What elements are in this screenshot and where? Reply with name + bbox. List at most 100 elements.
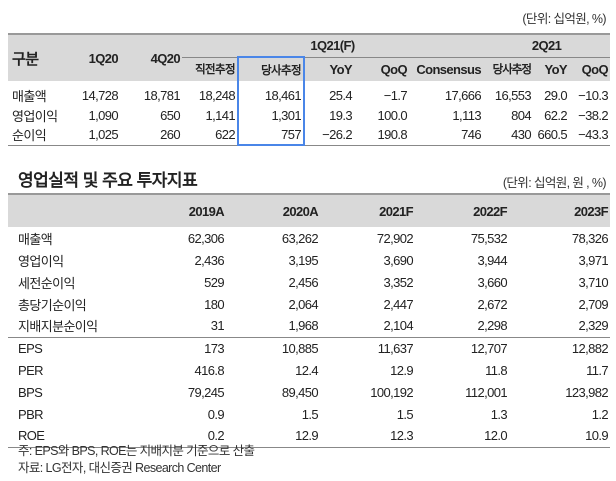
cell: 16,553 xyxy=(494,87,532,103)
row-label: 지배지분순이익 xyxy=(18,319,98,335)
header-year: 2020A xyxy=(226,193,320,227)
cell: −26.2 xyxy=(322,127,353,143)
row-label: BPS xyxy=(18,384,43,400)
table-row: 매출액 14,728 18,781 18,248 18,461 25.4 −1.7 17,66… xyxy=(8,81,610,105)
cell: 78,326 xyxy=(571,230,609,246)
cell: 17,666 xyxy=(444,87,482,103)
cell: 18,781 xyxy=(143,87,181,103)
cell: 2,298 xyxy=(477,318,507,334)
cell: 804 xyxy=(511,107,531,123)
table-row: 세전순이익 529 2,456 3,352 3,660 3,710 xyxy=(8,271,610,293)
cell: 0.9 xyxy=(207,406,225,422)
cell: −1.7 xyxy=(383,87,408,103)
cell: 2,709 xyxy=(578,296,608,312)
table-row: ROE 0.2 12.9 12.3 12.0 10.9 xyxy=(8,425,610,447)
cell: −43.3 xyxy=(578,127,609,143)
cell: 416.8 xyxy=(194,362,224,378)
cell: 1,025 xyxy=(88,127,118,143)
row-label: PBR xyxy=(18,406,44,422)
cell: 650 xyxy=(160,107,180,123)
cell: 72,902 xyxy=(376,230,414,246)
cell: 173 xyxy=(130,336,226,359)
cell: 62,306 xyxy=(187,230,225,246)
cell: 2,329 xyxy=(578,318,608,334)
cell: 12,707 xyxy=(415,336,509,359)
subheader: 직전추정 xyxy=(195,64,236,77)
cell: 19.3 xyxy=(329,107,353,123)
header-1q21f: 1Q21(F) xyxy=(182,34,483,58)
header-year: 2021F xyxy=(320,193,415,227)
cell: 12.0 xyxy=(484,428,508,444)
cell: 1.2 xyxy=(591,406,609,422)
subheader-highlighted: 당사추정 xyxy=(237,56,305,81)
cell: 10.9 xyxy=(585,428,609,444)
unit-label-2: (단위: 십억원, 원 , %) xyxy=(502,176,607,190)
cell: 622 xyxy=(215,127,235,143)
row-label: 세전순이익 xyxy=(18,275,75,291)
cell: 430 xyxy=(511,127,531,143)
cell: 11.7 xyxy=(586,362,609,378)
cell: 18,461 xyxy=(237,81,305,105)
annual-indicators-table: 2019A 2020A 2021F 2022F 2023F 매출액 62,306 6… xyxy=(8,193,610,448)
cell: 2,064 xyxy=(288,296,318,312)
cell: 12.3 xyxy=(390,428,414,444)
table-row: 순이익 1,025 260 622 757 −26.2 190.8 746 430 660.5 −4… xyxy=(8,125,610,146)
quarterly-estimate-table: 구분 1Q20 4Q20 1Q21(F) 2Q21 직전추정 당사추정 YoY … xyxy=(8,33,611,146)
cell: 63,262 xyxy=(281,230,319,246)
table-row: BPS 79,245 89,450 100,192 112,001 123,982 xyxy=(8,381,610,403)
table-row: 매출액 62,306 63,262 72,902 75,532 78,326 xyxy=(8,227,610,249)
cell: 3,690 xyxy=(383,252,413,268)
table-row: EPS 173 10,885 11,637 12,707 12,882 xyxy=(8,336,610,359)
row-label: ROE xyxy=(18,428,45,444)
table-row: PBR 0.9 1.5 1.5 1.3 1.2 xyxy=(8,403,610,425)
cell: 2,436 xyxy=(194,252,224,268)
cell: 757 xyxy=(237,125,305,146)
cell: 1.3 xyxy=(490,406,508,422)
cell: 3,944 xyxy=(477,252,507,268)
table-row: 지배지분순이익 31 1,968 2,104 2,298 2,329 xyxy=(8,315,610,337)
cell: 25.4 xyxy=(329,87,353,103)
cell: 75,532 xyxy=(470,230,508,246)
cell: 3,352 xyxy=(383,274,413,290)
cell: 11,637 xyxy=(320,336,415,359)
cell: 2,672 xyxy=(477,296,507,312)
cell: 2,104 xyxy=(383,318,413,334)
cell: 1,968 xyxy=(288,318,318,334)
subheader: YoY xyxy=(544,61,567,77)
cell: 529 xyxy=(204,274,224,290)
section-title: 영업실적 및 주요 투자지표 xyxy=(18,171,198,190)
cell: −38.2 xyxy=(578,107,609,123)
table-row: PER 416.8 12.4 12.9 11.8 11.7 xyxy=(8,359,610,381)
cell: 79,245 xyxy=(187,384,225,400)
cell: 746 xyxy=(461,127,481,143)
cell: 2,456 xyxy=(288,274,318,290)
cell: 1,113 xyxy=(452,107,481,123)
subheader: QoQ xyxy=(380,61,408,77)
cell: 1.5 xyxy=(396,406,414,422)
cell: 1,141 xyxy=(205,107,235,123)
cell: 2,447 xyxy=(383,296,413,312)
cell: 10,885 xyxy=(226,336,320,359)
unit-label-1: (단위: 십억원, %) xyxy=(522,12,606,26)
row-label: 영업이익 xyxy=(12,108,58,124)
cell: 18,248 xyxy=(198,87,236,103)
header-1q20: 1Q20 xyxy=(88,50,119,66)
header-year: 2022F xyxy=(415,193,509,227)
table-row: 영업이익 1,090 650 1,141 1,301 19.3 100.0 1,113 804 6… xyxy=(8,105,610,125)
cell: 12.9 xyxy=(295,428,319,444)
subheader: 당사추정 xyxy=(492,64,532,77)
row-label: 매출액 xyxy=(18,231,53,247)
cell: 112,001 xyxy=(465,384,507,400)
cell: 3,971 xyxy=(578,252,608,268)
cell: 3,195 xyxy=(288,252,318,268)
row-label: 영업이익 xyxy=(18,253,64,269)
header-year: 2023F xyxy=(509,193,610,227)
subheader: QoQ xyxy=(581,61,609,77)
header-year: 2019A xyxy=(130,193,226,227)
row-label: EPS xyxy=(8,336,130,359)
cell: 29.0 xyxy=(544,87,568,103)
cell: 100,192 xyxy=(370,384,413,400)
cell: 12.9 xyxy=(390,362,414,378)
cell: 89,450 xyxy=(281,384,319,400)
cell: 12,882 xyxy=(509,336,610,359)
